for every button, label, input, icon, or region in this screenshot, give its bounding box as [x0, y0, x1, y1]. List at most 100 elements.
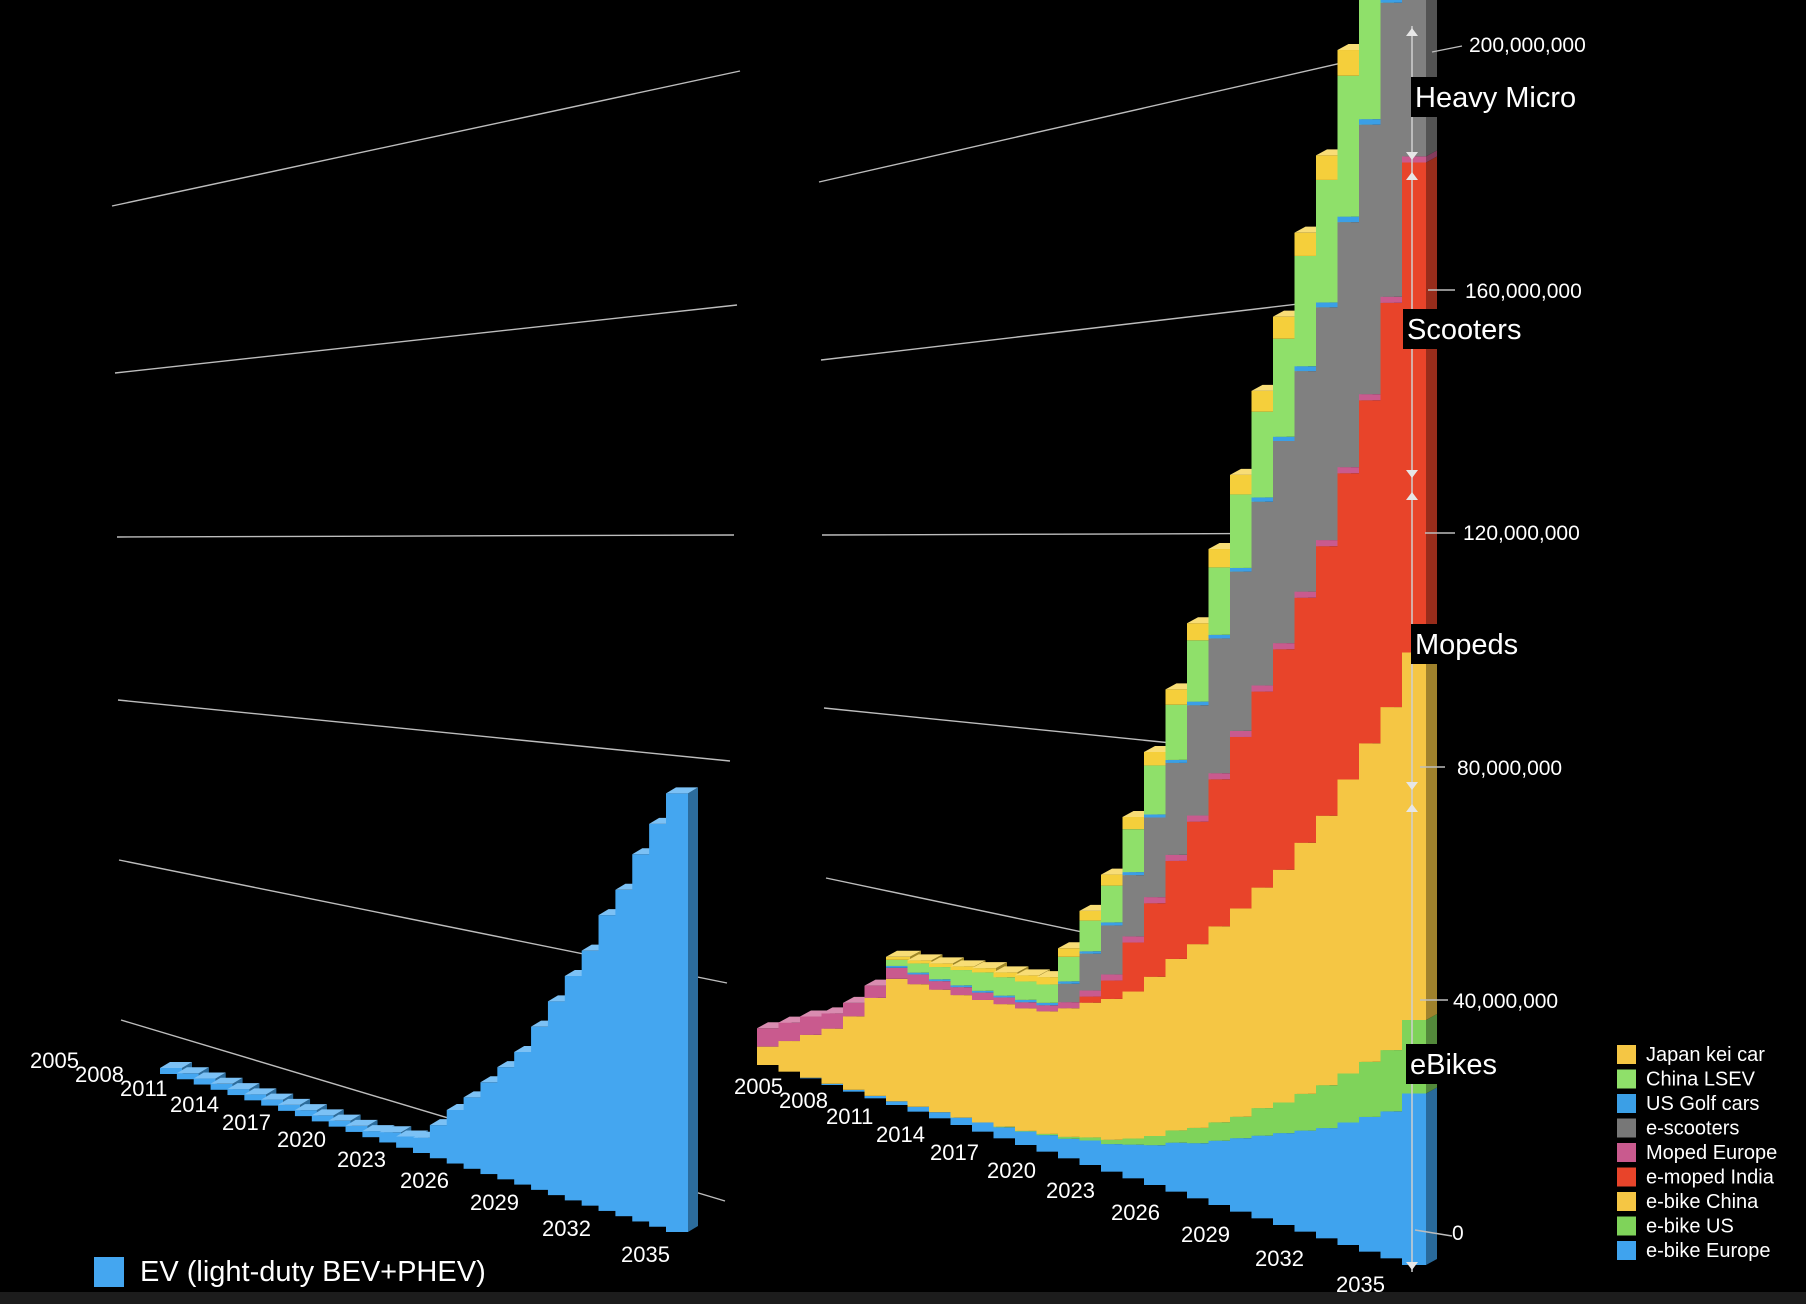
bar-segment-e-bike-us-front — [1316, 1085, 1340, 1129]
y-tick-label: 200,000,000 — [1469, 34, 1586, 57]
ev-bar-front — [547, 1001, 570, 1196]
bar-segment-japan-kei-car-front — [1316, 155, 1340, 180]
bar-segment-china-lsev-front — [1359, 0, 1383, 120]
bar-segment-japan-kei-car-front — [1273, 316, 1297, 339]
legend-swatch — [1617, 1069, 1636, 1089]
bar-segment-e-scooters-front — [1101, 925, 1125, 975]
bar-segment-moped-europe-front — [950, 987, 975, 996]
bar-segment-moped-europe-front — [1079, 990, 1104, 997]
bar-segment-japan-kei-car-front — [907, 960, 932, 964]
bar-segment-us-golf-cars-front — [1230, 567, 1254, 572]
bar-segment-e-moped-india-front — [1359, 400, 1383, 744]
bar-segment-japan-kei-car-front — [972, 968, 996, 973]
bar-segment-us-golf-cars-front — [886, 965, 910, 968]
bar-segment-e-moped-india-front — [1316, 546, 1340, 816]
bar-segment-e-scooters-front — [1337, 222, 1362, 468]
bar-segment-e-moped-india-side — [1426, 156, 1437, 653]
ev-bar-front — [278, 1104, 301, 1111]
ev-bar-top — [311, 1109, 344, 1116]
bar-segment-e-scooters-front — [1380, 2, 1405, 297]
bar-segment-e-bike-us-front — [993, 1126, 1018, 1128]
bar-segment-e-bike-europe-front — [950, 1117, 975, 1125]
bottom-bar — [0, 1292, 1806, 1304]
bar-segment-moped-europe-front — [1165, 854, 1190, 861]
bar-segment-e-bike-china-front — [1036, 1011, 1061, 1134]
bar-segment-moped-europe-front — [1380, 296, 1405, 303]
bar-segment-e-bike-us-front — [1337, 1073, 1362, 1123]
bar-segment-e-bike-china-front — [1294, 842, 1319, 1094]
x-tick-label: 2032 — [1255, 1246, 1304, 1271]
bar-segment-e-bike-us-front — [1273, 1102, 1297, 1134]
bar-segment-e-bike-europe-side — [1426, 1087, 1437, 1265]
bar-segment-japan-kei-car-front — [1337, 50, 1362, 76]
bar-segment-us-golf-cars-front — [1079, 951, 1104, 954]
bar-segment-e-moped-india-front — [1294, 597, 1319, 843]
bar-segment-moped-europe-front — [1402, 156, 1426, 163]
bar-segment-e-bike-china-front — [843, 1016, 867, 1090]
y-tick-mark — [1414, 1229, 1453, 1237]
bar-segment-e-bike-europe-front — [1144, 1145, 1168, 1185]
bar-segment-e-bike-europe-front — [1015, 1131, 1039, 1145]
ev-bar-front — [294, 1110, 317, 1117]
legend-label: China LSEV — [1646, 1069, 1756, 1091]
bar-segment-e-bike-us-front — [1187, 1127, 1211, 1144]
bar-segment-japan-kei-car-front — [1058, 948, 1082, 957]
segment-label-bg — [1411, 77, 1608, 117]
bar-segment-e-bike-europe-front — [993, 1127, 1018, 1139]
bar-segment-e-bike-europe — [1402, 1087, 1437, 1265]
bar-segment-e-scooters-front — [1294, 371, 1319, 592]
ev-bar-front — [531, 1026, 554, 1190]
x-tick-label: 2014 — [170, 1092, 219, 1117]
left-gridline — [111, 70, 741, 207]
ev-bar-front — [193, 1078, 216, 1085]
bar-segment-japan-kei-car-top — [1015, 969, 1050, 976]
bar-segment-china-lsev-front — [1058, 956, 1082, 982]
legend-swatch — [1617, 1167, 1636, 1187]
ev-bar-top — [379, 1126, 412, 1133]
bar-segment-moped-europe-front — [1294, 591, 1319, 598]
bar-segment-e-moped-india-front — [1402, 162, 1426, 653]
bar-segment-e-bike-china-front — [972, 999, 996, 1123]
bar-segment-china-lsev-front — [972, 972, 996, 991]
ev-bar-front — [666, 793, 688, 1232]
legend-swatch — [1617, 1045, 1636, 1064]
axis-arrowhead — [1406, 492, 1418, 500]
y-tick-label: 80,000,000 — [1457, 757, 1562, 780]
axis-arrowhead — [1406, 782, 1418, 790]
bar-segment-e-moped-india — [1402, 156, 1437, 653]
micromobility-bars — [757, 0, 1437, 1265]
bar-segment-us-golf-cars-front — [907, 972, 932, 975]
bar-segment-e-moped-india-front — [1187, 821, 1211, 945]
y-tick-label: 40,000,000 — [1453, 990, 1558, 1013]
bar-segment-e-bike-europe-front — [800, 1077, 824, 1079]
bar-segment-us-golf-cars-front — [1036, 1002, 1061, 1006]
bar-segment-e-bike-us-front — [1079, 1137, 1104, 1141]
bar-segment-e-bike-us-front — [1294, 1093, 1319, 1131]
bar-segment-e-bike-europe-front — [1165, 1142, 1190, 1192]
segment-label-bg — [1403, 309, 1549, 349]
ev-bar-top — [666, 787, 698, 794]
bar-segment-e-bike-us-front — [1380, 1050, 1405, 1112]
ev-bar-top — [160, 1062, 192, 1068]
bar-segment-japan-kei-car-front — [1208, 549, 1233, 568]
bar-segment-us-golf-cars-front — [929, 979, 953, 982]
ev-bar-front — [649, 823, 672, 1227]
ev-bar-front — [176, 1073, 199, 1080]
bar-segment-moped-europe-front — [972, 992, 996, 1000]
bar-segment-e-moped-india-front — [1101, 980, 1125, 999]
ev-bar-front — [328, 1120, 351, 1127]
bar-segment-e-bike-china-front — [800, 1034, 824, 1078]
bar-segment-moped-europe-front — [1316, 540, 1340, 547]
x-tick-label: 2017 — [222, 1110, 271, 1135]
y-tick-label: 160,000,000 — [1465, 280, 1582, 303]
bar-segment-e-scooters-front — [1251, 501, 1276, 686]
ev-bar-top — [328, 1114, 361, 1121]
bar-segment-japan-kei-car-top — [886, 950, 921, 957]
bar-segment-us-golf-cars-front — [972, 990, 996, 993]
bar-segment-us-golf-cars-front — [950, 985, 975, 988]
bar-segment-e-moped-india-front — [1380, 302, 1405, 708]
bar-segment-e-bike-china-front — [778, 1041, 803, 1072]
legend-swatch — [1617, 1216, 1636, 1236]
bar-segment-moped-europe-front — [1359, 394, 1383, 401]
